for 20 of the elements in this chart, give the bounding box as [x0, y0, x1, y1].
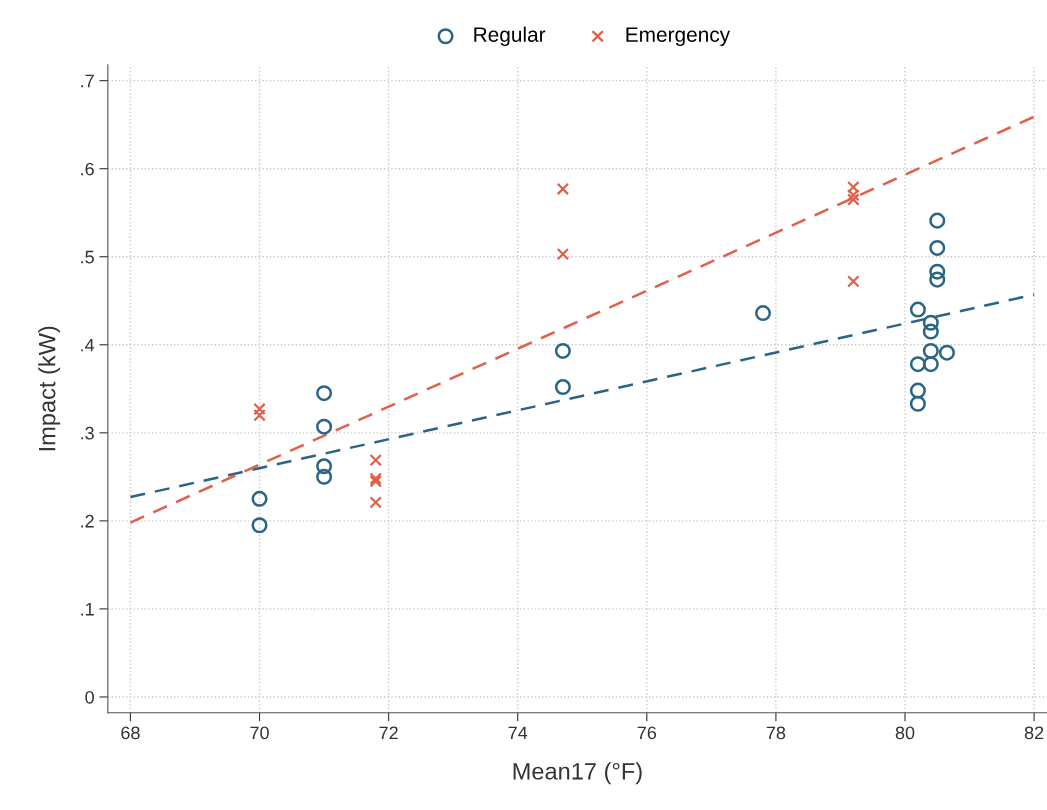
x-tick-label: 78: [766, 726, 786, 740]
x-tick-label: 72: [379, 726, 398, 740]
y-tick-label: .1: [81, 603, 94, 616]
y-tick-label: .3: [81, 426, 94, 440]
y-tick-label: .4: [81, 338, 95, 352]
x-tick-label: 82: [1024, 726, 1044, 740]
legend-label: Regular: [474, 26, 546, 47]
y-tick-label: 0: [85, 690, 94, 704]
legend-label: Emergency: [626, 27, 731, 47]
y-tick-label: .5: [81, 250, 94, 264]
y-tick-label: .6: [81, 162, 94, 176]
x-tick-label: 68: [121, 726, 140, 740]
x-tick-label: 80: [895, 726, 915, 740]
y-tick-label: .2: [81, 514, 94, 528]
x-tick-label: 76: [637, 726, 657, 740]
x-tick-label: 70: [250, 726, 269, 740]
y-axis-title: Impact (kW): [38, 326, 61, 451]
x-tick-label: 74: [508, 726, 528, 740]
y-tick-label: .7: [81, 74, 94, 88]
x-axis-title: Mean17 (°F): [513, 762, 642, 785]
